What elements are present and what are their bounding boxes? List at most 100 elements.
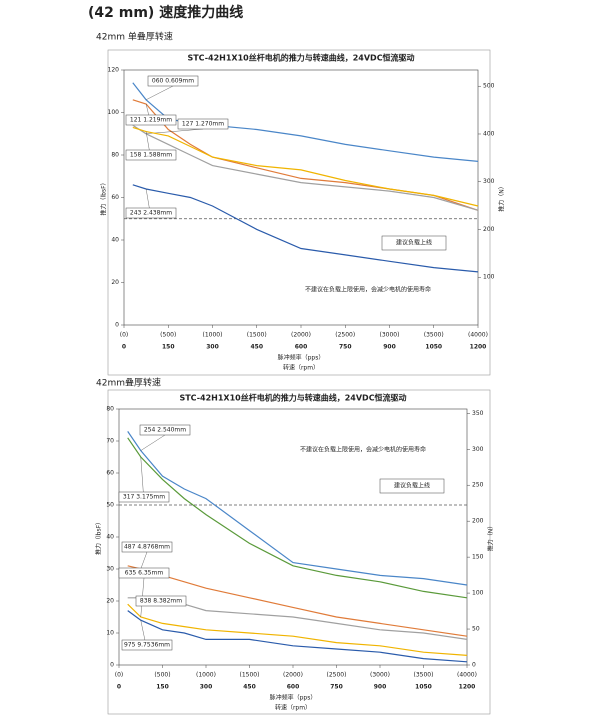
- series-callout: 121 1.219mm: [130, 117, 172, 124]
- x2-tick-label: 300: [206, 344, 219, 351]
- x-tick-label: (500): [154, 672, 170, 679]
- y2-tick-label: 400: [483, 130, 495, 137]
- y-tick-label: 40: [111, 237, 119, 244]
- y-tick-label: 50: [106, 502, 114, 509]
- x-tick-label: (2000): [291, 332, 311, 339]
- reference-label-box: [379, 478, 445, 494]
- series-line: [127, 603, 468, 656]
- x2-tick-label: 0: [117, 684, 121, 691]
- callout-leader: [146, 85, 174, 100]
- x-tick-label: (4000): [457, 672, 477, 679]
- x2-axis-label: 转速（rpm）: [275, 704, 311, 712]
- y-tick-label: 0: [110, 662, 114, 669]
- series-callout: 254 2.540mm: [144, 427, 186, 434]
- series-line: [127, 437, 468, 599]
- y2-tick-label: 250: [472, 482, 484, 489]
- x2-tick-label: 0: [122, 344, 126, 351]
- series-callout: 975 9.7536mm: [124, 642, 170, 649]
- y-tick-label: 120: [108, 67, 120, 74]
- reference-label-box: [381, 235, 447, 251]
- callout-box: [125, 114, 177, 126]
- series-callout: 127 1.270mm: [182, 121, 224, 128]
- chart-title: STC-42H1X10丝杆电机的推力与转速曲线，24VDC恒流驱动: [187, 53, 414, 63]
- series-callout: 243 2.438mm: [130, 210, 172, 217]
- y2-tick-label: 500: [483, 83, 495, 90]
- x-axis-label: 脉冲频率（pps）: [270, 694, 317, 702]
- callout-box: [118, 567, 170, 579]
- x-tick-label: (3500): [414, 672, 434, 679]
- x-tick-label: (500): [160, 332, 176, 339]
- chart-frame: [107, 49, 491, 376]
- chart-frame: [107, 389, 491, 715]
- chart-title: STC-42H1X10丝杆电机的推力与转速曲线，24VDC恒流驱动: [179, 393, 406, 403]
- y2-axis-label: 推力（N）: [498, 183, 506, 212]
- x-tick-label: (4000): [468, 332, 488, 339]
- y-tick-label: 60: [106, 470, 114, 477]
- x-tick-label: (1500): [240, 672, 260, 679]
- x2-tick-label: 1050: [425, 344, 442, 351]
- y2-tick-label: 300: [472, 446, 484, 453]
- section-caption: 42mm 单叠厚转速: [96, 31, 173, 43]
- series-line: [132, 82, 479, 162]
- y-tick-label: 0: [115, 322, 119, 329]
- series-line: [127, 431, 468, 586]
- y-tick-label: 80: [111, 152, 119, 159]
- x2-tick-label: 450: [250, 344, 263, 351]
- series-line: [132, 126, 479, 207]
- x2-tick-label: 750: [330, 684, 343, 691]
- x-tick-label: (2500): [327, 672, 347, 679]
- series-line: [127, 610, 468, 663]
- x2-tick-label: 1200: [459, 684, 476, 691]
- x2-tick-label: 1050: [415, 684, 432, 691]
- series-line: [132, 124, 479, 211]
- x-axis-label: 脉冲频率（pps）: [278, 354, 325, 362]
- y-tick-label: 80: [106, 406, 114, 413]
- x-tick-label: (1500): [247, 332, 267, 339]
- y2-tick-label: 0: [472, 662, 476, 669]
- section-caption: 42mm叠厚转速: [96, 377, 161, 389]
- x-tick-label: (1000): [196, 672, 216, 679]
- y2-tick-label: 350: [472, 410, 484, 417]
- callout-leader: [140, 551, 148, 570]
- series-line: [132, 184, 479, 273]
- callout-box: [125, 149, 177, 161]
- series-callout: 487 4.8768mm: [124, 544, 170, 551]
- y2-tick-label: 150: [472, 554, 484, 561]
- x2-tick-label: 300: [200, 684, 213, 691]
- y-axis-label: 推力（lbsF）: [100, 179, 108, 215]
- series-callout: 060 0.609mm: [152, 78, 194, 85]
- x-tick-label: (3500): [424, 332, 444, 339]
- y-tick-label: 60: [111, 194, 119, 201]
- y-tick-label: 10: [106, 630, 114, 637]
- page-heading: (42 mm) 速度推力曲线: [88, 4, 243, 21]
- x-tick-label: (2000): [283, 672, 303, 679]
- y-tick-label: 20: [106, 598, 114, 605]
- callout-leader: [140, 434, 166, 451]
- y-tick-label: 20: [111, 279, 119, 286]
- x-tick-label: (3000): [380, 332, 400, 339]
- y2-tick-label: 100: [472, 590, 484, 597]
- callout-box: [118, 491, 170, 503]
- x2-tick-label: 750: [339, 344, 352, 351]
- x-tick-label: (0): [120, 332, 129, 339]
- reference-label: 建议负载上线: [394, 482, 430, 490]
- x-tick-label: (2500): [335, 332, 355, 339]
- y-tick-label: 40: [106, 534, 114, 541]
- y-axis-label: 推力（lbsF）: [95, 519, 103, 555]
- x2-tick-label: 900: [374, 684, 387, 691]
- x2-tick-label: 450: [243, 684, 256, 691]
- series-callout: 158 1.588mm: [130, 152, 172, 159]
- x2-tick-label: 600: [287, 684, 300, 691]
- y2-tick-label: 50: [472, 626, 480, 633]
- y2-tick-label: 100: [483, 274, 495, 281]
- x-tick-label: (0): [115, 672, 124, 679]
- reference-label: 建议负载上线: [396, 239, 432, 247]
- series-callout: 635 6.35mm: [125, 570, 164, 577]
- y2-tick-label: 200: [472, 518, 484, 525]
- note: 不建议在负载上限使用，会减少电机的使用寿命: [300, 446, 426, 454]
- x2-tick-label: 150: [156, 684, 169, 691]
- series-callout: 838 8.382mm: [140, 598, 182, 605]
- callout-box: [147, 75, 199, 87]
- x-tick-label: (1000): [203, 332, 223, 339]
- callout-box: [121, 639, 173, 651]
